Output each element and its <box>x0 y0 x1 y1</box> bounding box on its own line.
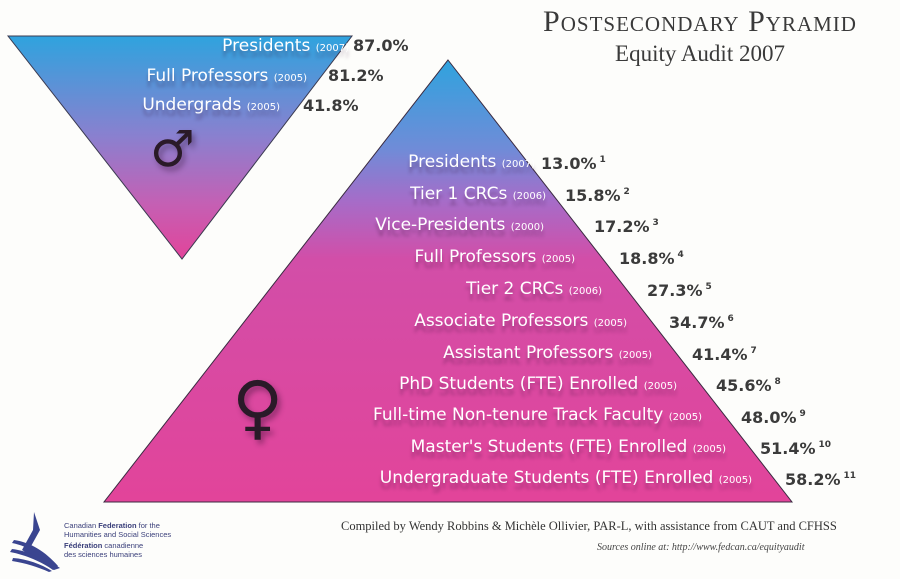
cfhss-logo-text: Canadian Federation for the Humanities a… <box>64 521 172 559</box>
credit-line: Compiled by Wendy Robbins & Michèle Olli… <box>341 519 837 533</box>
cfhss-logo-icon <box>10 512 60 572</box>
title-main: Postsecondary Pyramid <box>543 5 857 38</box>
female-row-label: Undergraduate Students (FTE) Enrolled (2… <box>379 468 752 488</box>
female-row-label: Assistant Professors (2005) <box>443 343 652 363</box>
female-row-value: 34.7% 6 <box>669 313 734 332</box>
female-row-label: Associate Professors (2005) <box>414 311 627 331</box>
female-row-value: 45.6% 8 <box>716 376 781 395</box>
male-row-label: Full Professors (2005) <box>146 66 307 86</box>
male-row-label: Undergrads (2005) <box>142 95 280 115</box>
female-row-value: 48.0% 9 <box>741 408 806 427</box>
poster-title: Postsecondary Pyramid Equity Audit 2007 <box>510 4 890 68</box>
female-row-label: Tier 1 CRCs (2006) <box>410 184 546 204</box>
male-row-value: 41.8% <box>303 96 359 115</box>
female-row-value: 51.4% 10 <box>760 439 832 458</box>
female-row-label: Full-time Non-tenure Track Faculty (2005… <box>373 405 702 425</box>
female-pyramid-shape <box>102 59 794 503</box>
title-subtitle: Equity Audit 2007 <box>615 41 785 66</box>
male-symbol-icon: ♂ <box>150 120 195 178</box>
female-row-value: 18.8% 4 <box>619 249 684 268</box>
female-row-label: Tier 2 CRCs (2006) <box>466 279 602 299</box>
female-row-label: Master's Students (FTE) Enrolled (2005) <box>410 437 726 457</box>
female-row-label: Full Professors (2005) <box>414 247 575 267</box>
female-row-label: Vice-Presidents (2000) <box>375 215 544 235</box>
female-row-value: 58.2% 11 <box>785 470 857 489</box>
female-row-value: 41.4% 7 <box>692 345 757 364</box>
male-row-label: Presidents (2007) <box>222 36 349 56</box>
female-row-value: 17.2% 3 <box>594 217 659 236</box>
female-symbol-icon: ♀ <box>232 366 284 448</box>
female-row-label: Presidents (2007) <box>408 152 535 172</box>
female-row-value: 13.0% 1 <box>541 154 606 173</box>
female-row-value: 15.8% 2 <box>565 186 630 205</box>
male-row-value: 87.0% <box>353 36 409 55</box>
male-row-value: 81.2% <box>328 66 384 85</box>
female-row-value: 27.3% 5 <box>647 281 712 300</box>
sources-line: Sources online at: http://www.fedcan.ca/… <box>597 542 805 553</box>
female-row-label: PhD Students (FTE) Enrolled (2005) <box>399 374 677 394</box>
male-pyramid-shape <box>6 35 354 260</box>
